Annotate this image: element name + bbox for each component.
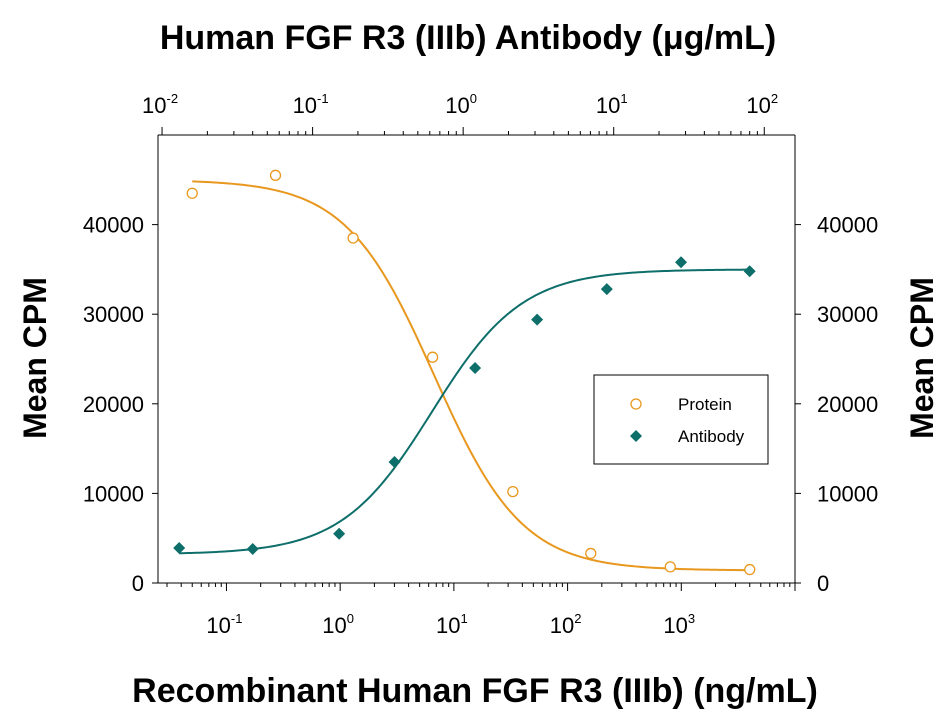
y-tick-label-left: 10000: [83, 481, 144, 506]
y-tick-label-right: 20000: [817, 392, 878, 417]
protein-point: [347, 232, 359, 244]
x-tick-label-bottom: 103: [663, 611, 695, 638]
y-tick-label-right: 30000: [817, 302, 878, 327]
x-tick-label-top: 101: [596, 91, 628, 118]
antibody-point: [246, 542, 259, 555]
x-tick-label-bottom: 101: [436, 611, 468, 638]
protein-point: [507, 485, 519, 498]
data-points: [173, 169, 756, 576]
legend-label-protein: Protein: [678, 395, 732, 414]
x-tick-label-top: 100: [445, 91, 477, 118]
y-tick-label-right: 0: [817, 571, 829, 596]
fit-curves: [179, 180, 750, 572]
antibody-point: [531, 313, 544, 326]
x-tick-label-bottom: 10-1: [206, 611, 242, 638]
top-axis-title: Human FGF R3 (IIIb) Antibody (μg/mL): [160, 19, 776, 57]
y-tick-label-left: 20000: [83, 392, 144, 417]
protein-point: [744, 563, 756, 576]
left-y-axis-title: Mean CPM: [17, 277, 53, 439]
legend-marker-antibody: [630, 430, 642, 442]
y-tick-label-left: 0: [132, 571, 144, 596]
fit-curve-protein: [192, 180, 750, 572]
x-tick-label-top: 10-1: [293, 91, 329, 118]
legend: Protein Antibody: [593, 374, 769, 465]
antibody-point: [173, 542, 186, 555]
y-tick-label-right: 10000: [817, 481, 878, 506]
legend-marker-protein: [630, 398, 642, 410]
right-y-axis: 0 10000 20000 30000 40000: [795, 213, 878, 596]
y-tick-label-left: 40000: [83, 213, 144, 238]
legend-label-antibody: Antibody: [678, 427, 745, 446]
y-tick-label-left: 30000: [83, 302, 144, 327]
antibody-point: [600, 283, 613, 296]
antibody-point: [469, 361, 482, 374]
top-x-axis: 10-2 10-1 100 101 102: [142, 91, 778, 135]
fit-curve-antibody: [179, 268, 750, 555]
protein-point: [426, 351, 439, 363]
bottom-axis-title: Recombinant Human FGF R3 (IIIb) (ng/mL): [132, 672, 818, 710]
x-tick-label-top: 102: [746, 91, 778, 118]
y-tick-label-right: 40000: [817, 213, 878, 238]
antibody-point: [743, 265, 756, 278]
legend-box: [593, 374, 769, 465]
protein-point: [269, 169, 282, 181]
protein-point: [186, 187, 198, 199]
antibody-point: [388, 456, 401, 469]
x-tick-label-bottom: 102: [550, 611, 582, 638]
x-tick-label-bottom: 100: [322, 611, 354, 638]
plot-frame: [157, 134, 796, 584]
right-y-axis-title: Mean CPM: [904, 277, 940, 439]
x-tick-label-top: 10-2: [142, 91, 178, 118]
bottom-x-axis: 10-1 100 101 102 103: [166, 583, 796, 638]
protein-point: [664, 561, 676, 573]
left-y-axis: 0 10000 20000 30000 40000: [83, 213, 158, 596]
protein-point: [585, 547, 597, 560]
antibody-point: [675, 256, 688, 269]
antibody-point: [333, 527, 346, 540]
